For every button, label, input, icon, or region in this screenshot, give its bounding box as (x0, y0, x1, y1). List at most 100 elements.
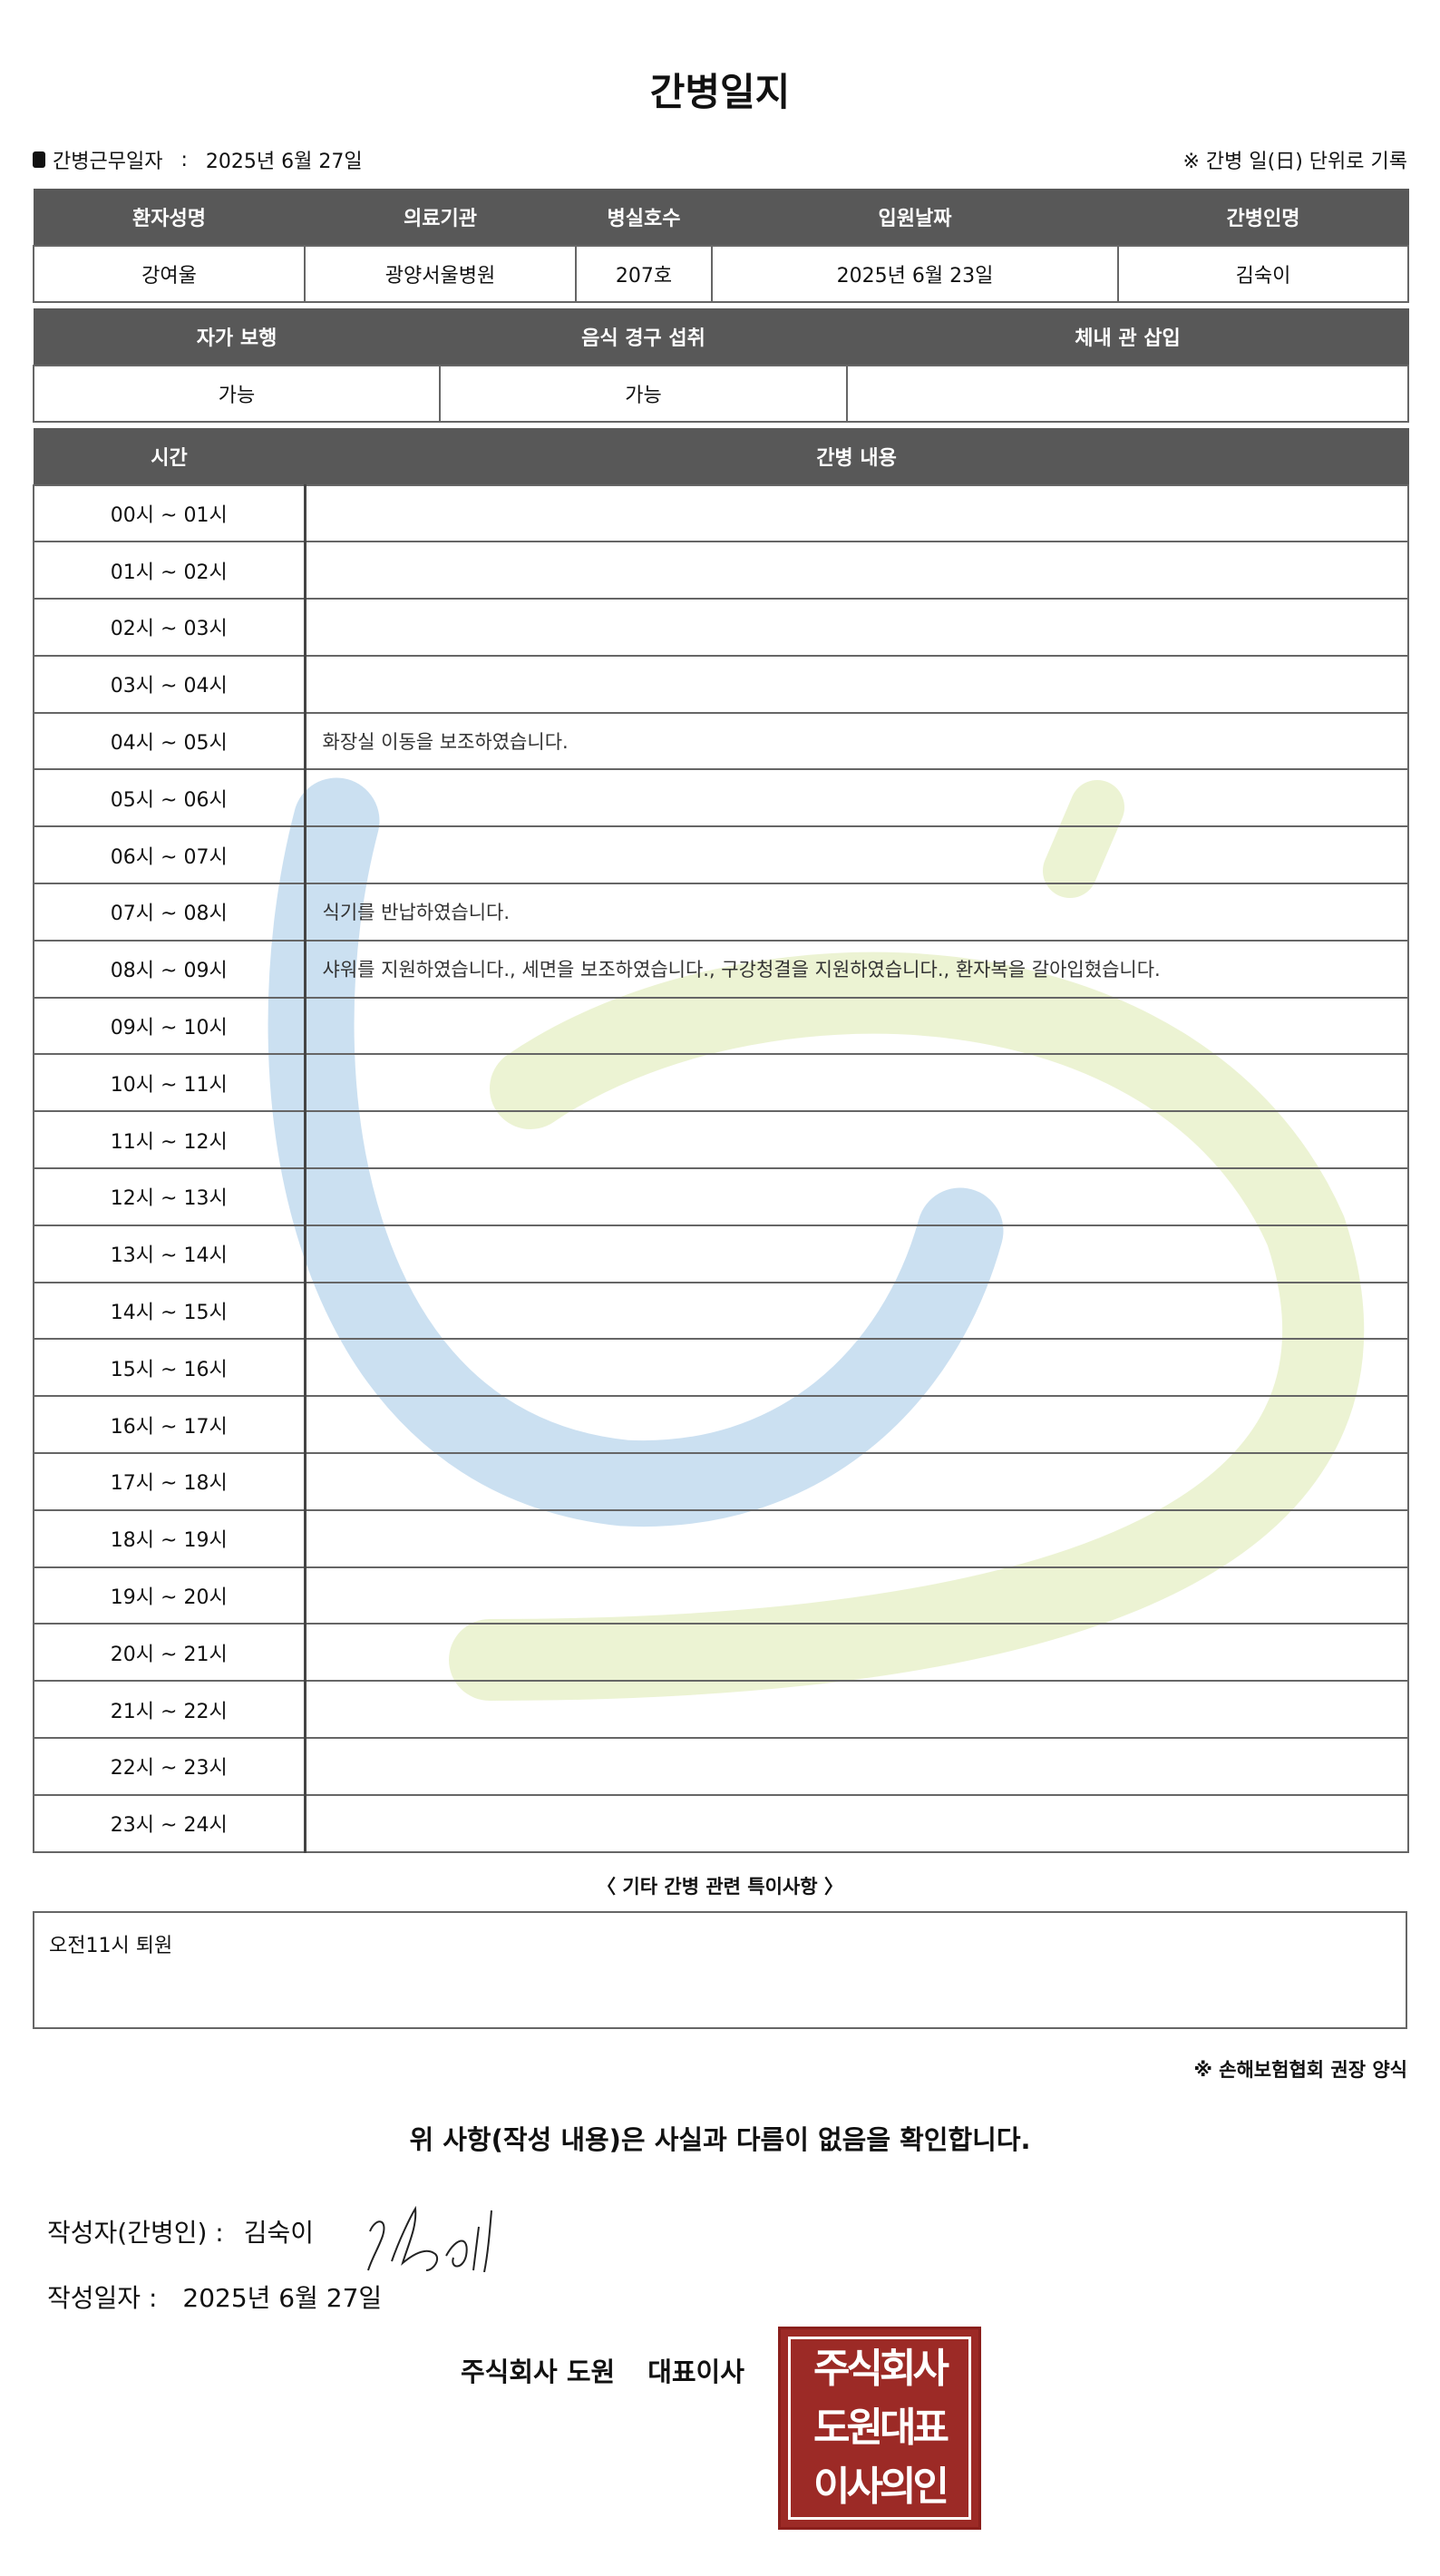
admission-date: 2025년 6월 23일 (711, 244, 1119, 303)
care-log-row: 19시 ~ 20시 (33, 1566, 1409, 1625)
company-representative: 대표이사 (647, 2356, 744, 2387)
hospital: 광양서울병원 (304, 244, 577, 303)
care-log-content (304, 541, 1409, 600)
work-date-separator: : (180, 148, 188, 171)
care-log-time: 15시 ~ 16시 (33, 1338, 306, 1398)
care-log-time: 23시 ~ 24시 (33, 1793, 306, 1853)
status-table-header: 자가 보행 음식 경구 섭취 체내 관 삽입 (33, 308, 1409, 366)
care-log-time: 22시 ~ 23시 (33, 1737, 306, 1796)
status-table-row: 가능 가능 (33, 364, 1409, 423)
care-log-time: 09시 ~ 10시 (33, 996, 306, 1056)
header-oral-intake: 음식 경구 섭취 (439, 308, 848, 366)
writer-name: 김숙이 (243, 2218, 315, 2248)
care-log-row: 22시 ~ 23시 (33, 1737, 1409, 1796)
form-footnote: ※ 손해보험협회 권장 양식 (1193, 2059, 1407, 2081)
care-log-content (304, 1167, 1409, 1226)
care-log-content (304, 1566, 1409, 1625)
header-tube-insertion: 체내 관 삽입 (846, 308, 1409, 366)
care-log-content (304, 768, 1409, 828)
care-log-row: 03시 ~ 04시 (33, 654, 1409, 714)
patient-table-row: 강여울 광양서울병원 207호 2025년 6월 23일 김숙이 (33, 244, 1409, 303)
care-log-content (304, 1053, 1409, 1113)
care-log-time: 11시 ~ 12시 (33, 1110, 306, 1170)
care-log-row: 23시 ~ 24시 (33, 1793, 1409, 1853)
writer: 작성자(간병인) : 김숙이 (47, 2213, 314, 2249)
patient-table: 환자성명 의료기관 병실호수 입원날짜 간병인명 강여울 광양서울병원 207호… (33, 189, 1409, 303)
care-log-content: 식기를 반납하였습니다. (304, 883, 1409, 942)
care-log-time: 02시 ~ 03시 (33, 598, 306, 657)
care-log-time: 04시 ~ 05시 (33, 711, 306, 771)
patient-table-header: 환자성명 의료기관 병실호수 입원날짜 간병인명 (33, 189, 1409, 246)
care-log-row: 21시 ~ 22시 (33, 1680, 1409, 1740)
header-hospital: 의료기관 (304, 189, 577, 246)
written-date-label: 작성일자 : (47, 2283, 158, 2313)
care-log-time: 05시 ~ 06시 (33, 768, 306, 828)
written-date: 작성일자 : 2025년 6월 27일 (47, 2278, 382, 2315)
care-log-row: 01시 ~ 02시 (33, 541, 1409, 600)
care-log-row: 16시 ~ 17시 (33, 1395, 1409, 1455)
care-log-row: 10시 ~ 11시 (33, 1053, 1409, 1113)
care-log-time: 07시 ~ 08시 (33, 883, 306, 942)
care-log-content: 샤워를 지원하였습니다., 세면을 보조하였습니다., 구강청결을 지원하였습니… (304, 939, 1409, 999)
care-log-time: 03시 ~ 04시 (33, 654, 306, 714)
signature-image (367, 2205, 492, 2272)
tube-insertion (846, 364, 1409, 423)
page-title: 간병일지 (649, 70, 791, 114)
care-log-row: 09시 ~ 10시 (33, 996, 1409, 1056)
care-log-time: 18시 ~ 19시 (33, 1508, 306, 1568)
care-log-row: 17시 ~ 18시 (33, 1452, 1409, 1511)
header-patient-name: 환자성명 (33, 189, 306, 246)
care-log-time: 12시 ~ 13시 (33, 1167, 306, 1226)
care-log-content (304, 996, 1409, 1056)
care-log-row: 02시 ~ 03시 (33, 598, 1409, 657)
record-note: ※ 간병 일(日) 단위로 기록 (1182, 151, 1408, 173)
care-log-header: 시간 간병 내용 (33, 428, 1409, 485)
care-log-time: 01시 ~ 02시 (33, 541, 306, 600)
care-log-row: 18시 ~ 19시 (33, 1508, 1409, 1568)
care-log-content (304, 1680, 1409, 1740)
care-log-row: 14시 ~ 15시 (33, 1281, 1409, 1341)
seal-line: 이사의인 (813, 2464, 949, 2511)
care-log-row: 20시 ~ 21시 (33, 1623, 1409, 1683)
care-log-content (304, 1281, 1409, 1341)
care-log-time: 19시 ~ 20시 (33, 1566, 306, 1625)
status-table: 자가 보행 음식 경구 섭취 체내 관 삽입 가능 가능 (33, 308, 1409, 423)
care-log-content (304, 483, 1409, 543)
care-log-time: 06시 ~ 07시 (33, 825, 306, 885)
self-walking: 가능 (33, 364, 441, 423)
care-log-content (304, 1623, 1409, 1683)
header-admission-date: 입원날짜 (711, 189, 1119, 246)
written-date-value: 2025년 6월 27일 (182, 2283, 383, 2313)
care-log-content (304, 825, 1409, 885)
care-log-time: 00시 ~ 01시 (33, 483, 306, 543)
care-log-time: 17시 ~ 18시 (33, 1452, 306, 1511)
header-care-content: 간병 내용 (304, 428, 1409, 485)
care-log-row: 00시 ~ 01시 (33, 483, 1409, 543)
work-date-label: 간병근무일자 (53, 151, 163, 173)
care-log-time: 14시 ~ 15시 (33, 1281, 306, 1341)
company-seal-stamp: 주식회사 도원대표 이사의인 (778, 2327, 981, 2530)
company-signoff: 주식회사 도원 대표이사 (461, 2351, 744, 2389)
care-log-row: 13시 ~ 14시 (33, 1224, 1409, 1283)
work-date: 간병근무일자 : 2025년 6월 27일 (33, 145, 363, 174)
care-log-content (304, 1338, 1409, 1398)
caregiver-name: 김숙이 (1117, 244, 1409, 303)
seal-line: 도원대표 (813, 2404, 949, 2451)
header-self-walking: 자가 보행 (33, 308, 441, 366)
work-date-value: 2025년 6월 27일 (205, 151, 363, 173)
care-log-row: 04시 ~ 05시 화장실 이동을 보조하였습니다. (33, 711, 1409, 771)
care-log-row: 06시 ~ 07시 (33, 825, 1409, 885)
care-log-content (304, 1224, 1409, 1283)
care-log-row: 12시 ~ 13시 (33, 1167, 1409, 1226)
care-log-time: 20시 ~ 21시 (33, 1623, 306, 1683)
notes-box: 오전11시 퇴원 (33, 1911, 1407, 2029)
care-log-row: 07시 ~ 08시 식기를 반납하였습니다. (33, 883, 1409, 942)
care-log-content (304, 1395, 1409, 1455)
header-time: 시간 (33, 428, 306, 485)
care-log-time: 08시 ~ 09시 (33, 939, 306, 999)
room-number: 207호 (575, 244, 713, 303)
bullet-icon (33, 151, 45, 168)
care-log-row: 08시 ~ 09시 샤워를 지원하였습니다., 세면을 보조하였습니다., 구강청… (33, 939, 1409, 999)
care-log-content (304, 1508, 1409, 1568)
care-log-time: 16시 ~ 17시 (33, 1395, 306, 1455)
